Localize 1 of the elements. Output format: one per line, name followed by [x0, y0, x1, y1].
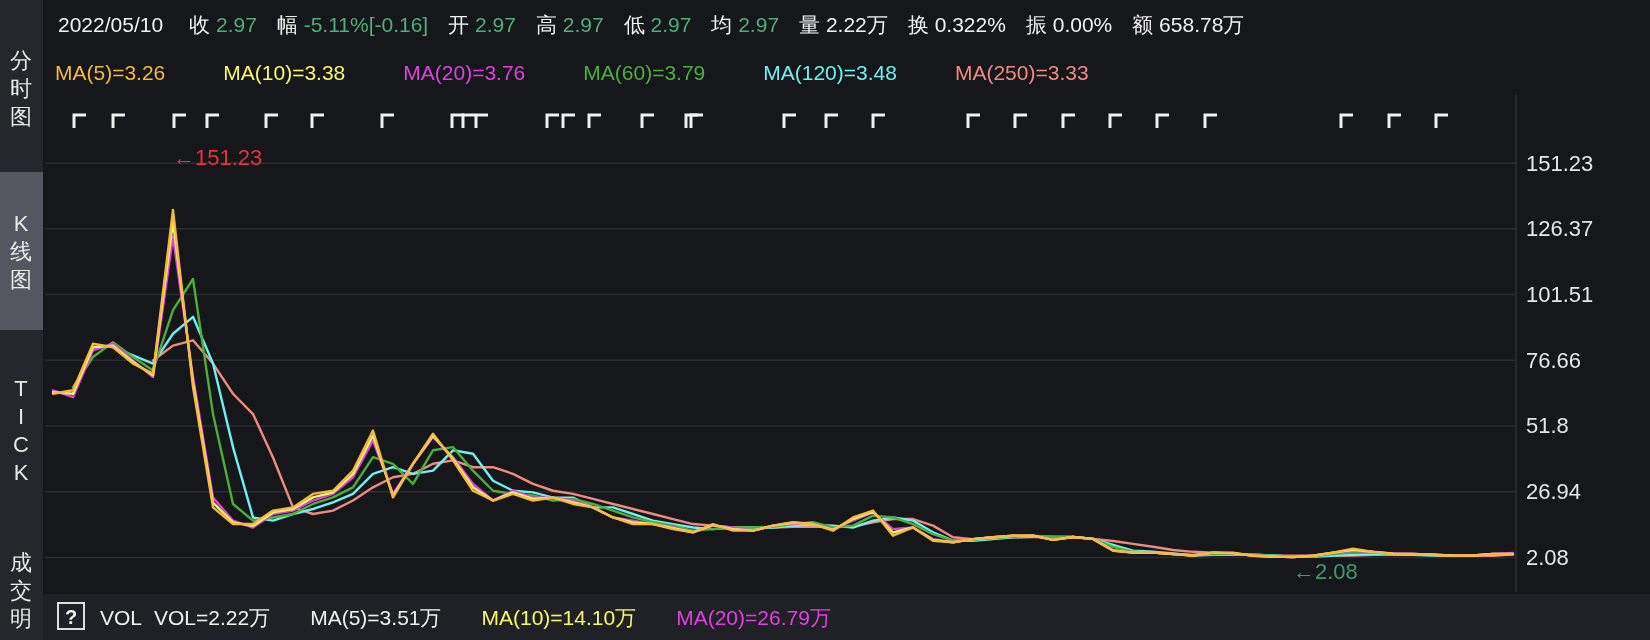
title: 2022/05/10 [58, 12, 164, 36]
